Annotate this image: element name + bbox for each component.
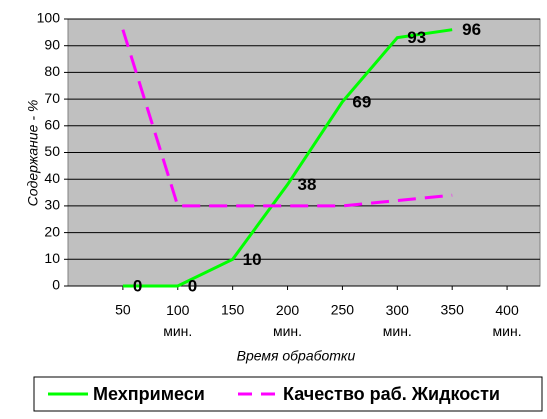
x-axis-label: Время обработки	[237, 348, 356, 364]
data-label: 93	[407, 28, 426, 47]
legend-label: Качество раб. Жидкости	[283, 384, 500, 404]
legend-label: Мехпримеси	[93, 384, 205, 404]
data-label: 0	[133, 276, 142, 295]
y-tick-label: 50	[44, 143, 60, 159]
x-tick-label: 300 мин.	[383, 302, 412, 339]
y-tick-label: 0	[52, 277, 60, 293]
y-tick-label: 20	[44, 223, 60, 239]
series-line	[122, 28, 453, 288]
x-tick-label: 350	[441, 302, 465, 318]
y-tick-label: 70	[44, 90, 60, 106]
data-label: 38	[298, 175, 317, 194]
y-tick-label: 80	[44, 63, 60, 79]
data-label: 0	[188, 276, 197, 295]
y-tick-label: 90	[44, 36, 60, 52]
y-tick-label: 10	[44, 250, 60, 266]
y-tick-label: 30	[44, 197, 60, 213]
data-label: 10	[243, 250, 262, 269]
y-tick-label: 100	[37, 10, 61, 26]
x-tick-label: 200 мин.	[273, 302, 302, 339]
x-tick-label: 100 мин.	[163, 302, 192, 339]
y-axis-label: Содержание - %	[25, 100, 41, 207]
x-tick-label: 250	[331, 302, 355, 318]
y-tick-label: 60	[44, 117, 60, 133]
data-label: 96	[462, 20, 481, 39]
y-tick-label: 40	[44, 170, 60, 186]
data-label: 69	[352, 92, 371, 111]
legend	[33, 376, 543, 412]
x-tick-label: 50	[115, 302, 131, 318]
x-tick-label: 400 мин.	[493, 302, 522, 339]
x-tick-label: 150	[221, 302, 245, 318]
